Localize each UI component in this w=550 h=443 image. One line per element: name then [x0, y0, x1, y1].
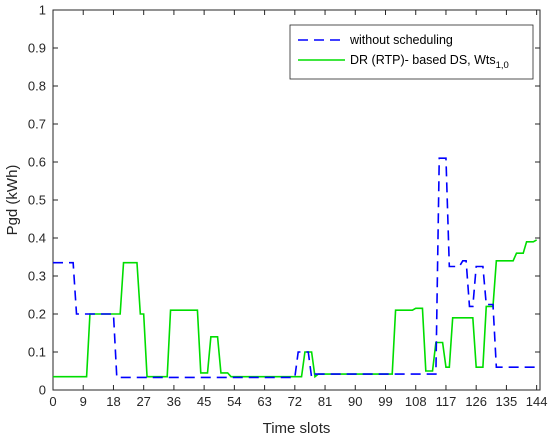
x-tick-label: 9 — [80, 394, 87, 409]
y-tick-label: 0 — [39, 383, 46, 398]
y-axis-label: Pgd (kWh) — [4, 165, 21, 236]
legend-label-dr-rtp-main: DR (RTP)- based DS, Wts — [350, 53, 496, 67]
legend-label-dr-rtp-sub: 1,0 — [496, 60, 509, 71]
legend-label-dr-rtp: DR (RTP)- based DS, Wts1,0 — [350, 53, 509, 71]
x-tick-label: 0 — [49, 394, 56, 409]
series-lines — [53, 157, 540, 380]
x-tick-label: 27 — [136, 394, 150, 409]
x-tick-label: 117 — [436, 394, 457, 409]
legend-label-without-scheduling: without scheduling — [349, 33, 453, 47]
x-tick-label: 36 — [167, 394, 181, 409]
y-tick-label: 1 — [39, 3, 46, 18]
series-line-0 — [53, 157, 540, 380]
x-tick-label: 72 — [288, 394, 302, 409]
x-tick-label: 126 — [465, 394, 487, 409]
x-tick-label: 63 — [257, 394, 271, 409]
x-tick-label: 54 — [227, 394, 241, 409]
y-tick-label: 0.1 — [28, 345, 46, 360]
x-tick-label: 81 — [318, 394, 332, 409]
x-tick-label: 18 — [106, 394, 120, 409]
legend: without scheduling DR (RTP)- based DS, W… — [289, 24, 534, 80]
y-tick-label: 0.9 — [28, 41, 46, 56]
x-tick-label: 90 — [348, 394, 362, 409]
y-axis: 0 0.1 0.2 0.3 0.4 0.5 0.6 0.7 0.8 0.9 1 — [28, 3, 540, 398]
x-tick-label: 99 — [378, 394, 392, 409]
x-tick-label: 108 — [405, 394, 427, 409]
legend-box — [289, 24, 534, 80]
x-axis: 0 9 18 27 36 45 54 63 72 81 90 99 108 117 126 135 144 — [49, 10, 547, 409]
y-tick-label: 0.5 — [28, 193, 46, 208]
y-tick-label: 0.6 — [28, 155, 46, 170]
x-axis-label: Time slots — [263, 420, 331, 437]
y-tick-label: 0.8 — [28, 79, 46, 94]
x-tick-label: 144 — [526, 394, 548, 409]
y-tick-label: 0.3 — [28, 269, 46, 284]
x-tick-label: 45 — [197, 394, 211, 409]
y-tick-label: 0.4 — [28, 231, 46, 246]
y-tick-label: 0.2 — [28, 307, 46, 322]
x-tick-label: 135 — [496, 394, 518, 409]
y-tick-label: 0.7 — [28, 117, 46, 132]
